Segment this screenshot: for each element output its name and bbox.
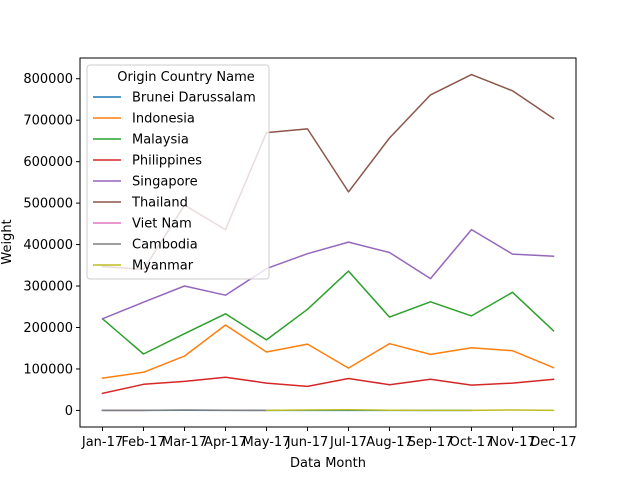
x-axis-label: Data Month [290,456,366,471]
legend-label-brunei-darussalam: Brunei Darussalam [132,91,256,106]
x-tick-label: Nov-17 [489,435,535,450]
x-tick-label: Apr-17 [204,435,247,450]
series-line-singapore [101,228,555,320]
x-tick-label: Aug-17 [366,435,413,450]
x-tick-label: Jun-17 [286,435,329,450]
axes-frame [79,57,577,428]
legend-label-philippines: Philippines [132,154,202,169]
x-tick-label: Jul-17 [329,435,367,450]
legend-items: Brunei Darussalam Indonesia Malaysia Philip… [93,91,256,274]
x-tick-label: Sep-17 [408,435,454,450]
y-tick-label: 400000 [23,238,73,253]
legend-title: Origin Country Name [117,70,255,85]
legend: Origin Country Name Brunei Darussalam Ind… [86,64,270,280]
legend-label-viet-nam: Viet Nam [132,217,192,232]
y-axis: 0 100000 200000 300000 400000 500000 600000 700… [23,72,80,419]
x-tick-label: May-17 [243,435,291,450]
x-tick-label: Jan-17 [81,435,123,450]
y-tick-label: 700000 [23,114,73,129]
y-tick-label: 100000 [23,362,73,377]
y-tick-label: 500000 [23,197,73,212]
series-line-myanmar [265,409,555,412]
legend-label-thailand: Thailand [131,196,188,211]
y-axis-label: Weight [0,219,15,264]
legend-label-malaysia: Malaysia [132,133,189,148]
legend-label-cambodia: Cambodia [132,238,198,253]
y-tick-label: 300000 [23,280,73,295]
legend-label-singapore: Singapore [132,175,198,190]
x-tick-label: Feb-17 [121,435,165,450]
series-line-philippines [101,376,555,395]
y-tick-label: 200000 [23,321,73,336]
legend-box [86,64,270,280]
legend-label-indonesia: Indonesia [132,112,195,127]
series-line-malaysia [101,270,555,355]
y-tick-label: 800000 [23,72,73,87]
legend-label-myanmar: Myanmar [132,259,194,274]
y-tick-label: 600000 [23,155,73,170]
series-line-indonesia [101,324,555,379]
y-tick-label: 0 [65,404,73,419]
x-tick-label: Oct-17 [450,435,494,450]
x-tick-label: Dec-17 [530,435,576,450]
x-tick-label: Mar-17 [162,435,207,450]
